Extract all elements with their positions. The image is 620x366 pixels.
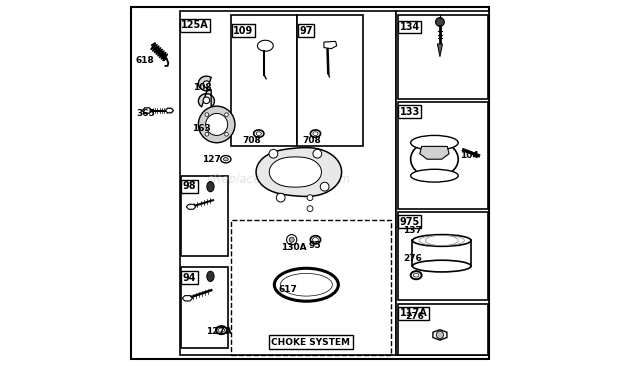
Text: 127A: 127A [206,327,232,336]
Polygon shape [181,267,228,348]
Ellipse shape [410,169,458,182]
Polygon shape [269,157,321,187]
Polygon shape [166,108,174,113]
Text: 108: 108 [193,83,211,92]
Ellipse shape [410,309,422,317]
Circle shape [313,149,322,158]
Text: 617: 617 [279,285,298,294]
Ellipse shape [274,268,339,301]
Ellipse shape [414,311,419,315]
Ellipse shape [312,238,319,242]
Polygon shape [256,147,342,197]
Text: 276: 276 [405,312,424,321]
Polygon shape [297,15,363,146]
Ellipse shape [412,235,471,246]
Text: 276: 276 [404,254,422,262]
Ellipse shape [254,130,264,137]
Polygon shape [398,102,487,209]
Text: 117A: 117A [400,308,427,318]
Polygon shape [437,44,443,57]
Text: 127: 127 [202,155,221,164]
Polygon shape [231,15,297,146]
Circle shape [277,193,285,202]
Ellipse shape [223,157,228,161]
Polygon shape [398,212,487,300]
Text: 618: 618 [135,56,154,65]
Polygon shape [398,304,487,355]
Circle shape [198,106,235,143]
Polygon shape [420,146,449,159]
Polygon shape [186,204,196,209]
Circle shape [203,97,210,104]
Text: 97: 97 [299,26,312,36]
Text: 975: 975 [400,217,420,227]
Ellipse shape [280,273,332,296]
Circle shape [307,206,313,212]
Polygon shape [198,76,215,107]
Text: 109: 109 [233,26,254,36]
Text: 708: 708 [303,137,321,145]
Ellipse shape [414,273,419,277]
Polygon shape [324,41,337,49]
Circle shape [205,132,209,136]
Ellipse shape [218,328,224,332]
Circle shape [435,18,445,26]
Polygon shape [433,330,447,340]
Text: CHOKE SYSTEM: CHOKE SYSTEM [272,338,350,347]
Ellipse shape [216,326,227,334]
Ellipse shape [410,271,422,279]
Ellipse shape [313,132,318,135]
Text: 95: 95 [308,241,321,250]
Text: 125A: 125A [181,20,209,30]
Text: 134: 134 [400,22,420,32]
Circle shape [206,113,228,135]
Text: 104: 104 [460,151,479,160]
Polygon shape [398,15,487,99]
Polygon shape [181,176,228,256]
Bar [412,240,471,266]
Circle shape [224,113,228,116]
Ellipse shape [311,236,321,244]
Text: eReplacementParts.com: eReplacementParts.com [206,173,351,186]
Ellipse shape [207,182,214,192]
Ellipse shape [410,141,458,178]
Circle shape [224,132,228,136]
Ellipse shape [311,130,321,137]
Text: 94: 94 [183,273,196,283]
Circle shape [203,81,210,87]
Circle shape [307,195,313,201]
Text: 130A: 130A [281,243,306,251]
Text: 365: 365 [136,109,155,118]
Ellipse shape [207,271,214,281]
Circle shape [289,237,294,242]
Text: 133: 133 [400,107,420,117]
Ellipse shape [256,132,261,135]
Text: 137: 137 [404,226,422,235]
Text: 163: 163 [192,124,211,132]
Circle shape [321,182,329,191]
Circle shape [205,113,209,116]
Text: 708: 708 [242,137,262,145]
Ellipse shape [412,260,471,272]
Polygon shape [257,40,273,51]
Ellipse shape [221,156,231,163]
Polygon shape [131,7,489,359]
Circle shape [436,331,443,339]
Polygon shape [396,11,489,355]
Text: 98: 98 [183,181,197,191]
Ellipse shape [410,135,458,150]
Circle shape [286,235,297,245]
Polygon shape [143,108,152,113]
Polygon shape [182,296,193,301]
Circle shape [269,149,278,158]
Polygon shape [180,11,396,355]
